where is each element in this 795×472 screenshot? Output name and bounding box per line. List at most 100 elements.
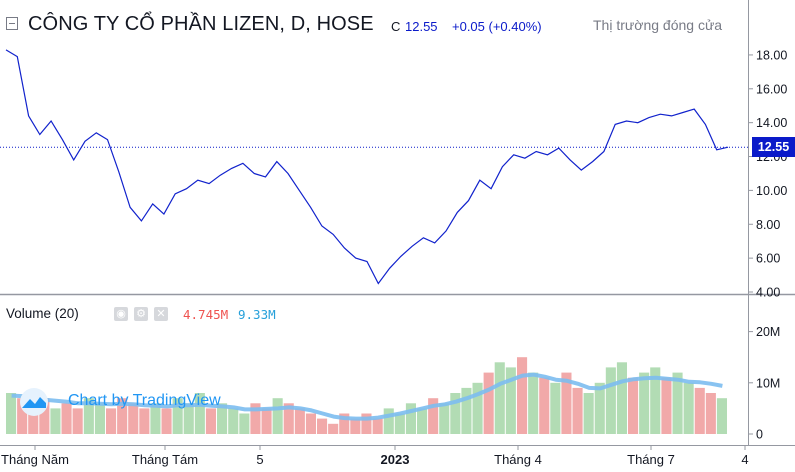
volume-bar bbox=[517, 357, 528, 434]
time-tick-label: 5 bbox=[256, 452, 263, 467]
volume-bar bbox=[261, 408, 272, 434]
volume-bar bbox=[194, 393, 205, 434]
volume-bar bbox=[17, 398, 28, 434]
gear-icon[interactable]: ⚙ bbox=[134, 307, 148, 321]
chart-chrome bbox=[0, 0, 795, 446]
volume-bar bbox=[472, 382, 483, 434]
collapse-icon bbox=[6, 17, 18, 30]
symbol-title: CÔNG TY CỔ PHẦN LIZEN, D, HOSE bbox=[28, 13, 374, 35]
volume-bar bbox=[461, 387, 472, 434]
volume-bar bbox=[161, 408, 172, 434]
volume-bar bbox=[683, 382, 694, 434]
volume-bar bbox=[616, 362, 627, 434]
volume-bar bbox=[294, 408, 305, 434]
volume-tick-label: 20M bbox=[756, 325, 780, 339]
volume-bar bbox=[505, 367, 516, 434]
volume-tick-label: 0 bbox=[756, 428, 763, 442]
volume-bar bbox=[561, 372, 572, 434]
close-price: 12.55 bbox=[405, 19, 438, 34]
price-tick-label: 16.00 bbox=[756, 82, 787, 96]
price-tick-label: 8.00 bbox=[756, 218, 780, 232]
volume-bar bbox=[405, 403, 416, 434]
volume-bar bbox=[661, 377, 672, 434]
volume-tick-label: 10M bbox=[756, 376, 780, 390]
volume-bar bbox=[283, 403, 294, 434]
volume-bar bbox=[205, 408, 216, 434]
tradingview-logo-icon bbox=[20, 388, 48, 416]
volume-bar bbox=[716, 398, 727, 434]
volume-value: 4.745M bbox=[183, 307, 229, 322]
volume-bar bbox=[450, 393, 461, 434]
volume-bar bbox=[528, 372, 539, 434]
price-change: +0.05 (+0.40%) bbox=[452, 19, 542, 34]
market-status: Thị trường đóng cửa bbox=[593, 17, 723, 33]
volume-bar bbox=[672, 372, 683, 434]
volume-bar bbox=[317, 418, 328, 434]
price-tick-label: 4.00 bbox=[756, 286, 780, 300]
volume-bar bbox=[228, 408, 239, 434]
axes: 4.006.008.0010.0012.0014.0016.0018.00010… bbox=[1, 48, 787, 467]
volume-bar bbox=[305, 413, 316, 434]
volume-bar bbox=[605, 367, 616, 434]
volume-bar bbox=[83, 398, 94, 434]
volume-bar bbox=[483, 372, 494, 434]
volume-bar bbox=[539, 377, 550, 434]
volume-bar bbox=[72, 408, 83, 434]
price-tick-label: 10.00 bbox=[756, 184, 787, 198]
volume-ma-value: 9.33M bbox=[238, 307, 276, 322]
volume-bar bbox=[61, 403, 72, 434]
volume-bar bbox=[650, 367, 661, 434]
volume-bar bbox=[106, 408, 117, 434]
volume-bar bbox=[172, 398, 183, 434]
volume-bar bbox=[705, 393, 716, 434]
volume-bars bbox=[6, 357, 727, 434]
volume-bar bbox=[572, 387, 583, 434]
close-label: C bbox=[391, 19, 401, 34]
volume-ma-line bbox=[11, 372, 723, 421]
volume-bar bbox=[361, 413, 372, 434]
volume-bar bbox=[694, 387, 705, 434]
volume-bar bbox=[428, 398, 439, 434]
volume-bar bbox=[594, 382, 605, 434]
volume-bar bbox=[350, 418, 361, 434]
price-tick-label: 14.00 bbox=[756, 116, 787, 130]
time-tick-label: Tháng Tám bbox=[132, 452, 198, 467]
volume-bar bbox=[150, 403, 161, 434]
eye-icon[interactable]: ◉ bbox=[114, 307, 128, 321]
volume-bar bbox=[328, 423, 339, 434]
volume-bar bbox=[494, 362, 505, 434]
volume-bar bbox=[117, 398, 128, 434]
time-tick-label: Tháng Năm bbox=[1, 452, 69, 467]
volume-ma-layer bbox=[11, 372, 723, 421]
volume-bar bbox=[628, 377, 639, 434]
volume-bar bbox=[439, 403, 450, 434]
volume-bar bbox=[250, 403, 261, 434]
volume-bar bbox=[394, 413, 405, 434]
time-tick-label: Tháng 7 bbox=[627, 452, 675, 467]
volume-bar bbox=[272, 398, 283, 434]
volume-bar bbox=[28, 403, 39, 434]
volume-bar bbox=[128, 403, 139, 434]
last-price-tag: 12.55 bbox=[752, 137, 795, 158]
price-tick-label: 18.00 bbox=[756, 48, 787, 62]
price-line-layer bbox=[5, 49, 729, 285]
volume-bar bbox=[6, 393, 17, 434]
volume-indicator-label[interactable]: Volume (20) bbox=[6, 306, 79, 321]
time-tick-label: 4 bbox=[741, 452, 748, 467]
volume-bar bbox=[417, 408, 428, 434]
close-icon[interactable]: ✕ bbox=[154, 307, 168, 321]
time-tick-label: 2023 bbox=[381, 452, 410, 467]
volume-bar bbox=[639, 372, 650, 434]
volume-bar bbox=[550, 382, 561, 434]
tradingview-branding[interactable]: Chart by TradingView bbox=[68, 392, 221, 409]
volume-bar bbox=[339, 413, 350, 434]
volume-bar bbox=[217, 403, 228, 434]
volume-bar bbox=[372, 418, 383, 434]
volume-bar bbox=[383, 408, 394, 434]
volume-bar bbox=[50, 408, 61, 434]
price-tick-label: 6.00 bbox=[756, 252, 780, 266]
time-tick-label: Tháng 4 bbox=[494, 452, 542, 467]
volume-bar bbox=[139, 408, 150, 434]
volume-bar bbox=[583, 393, 594, 434]
